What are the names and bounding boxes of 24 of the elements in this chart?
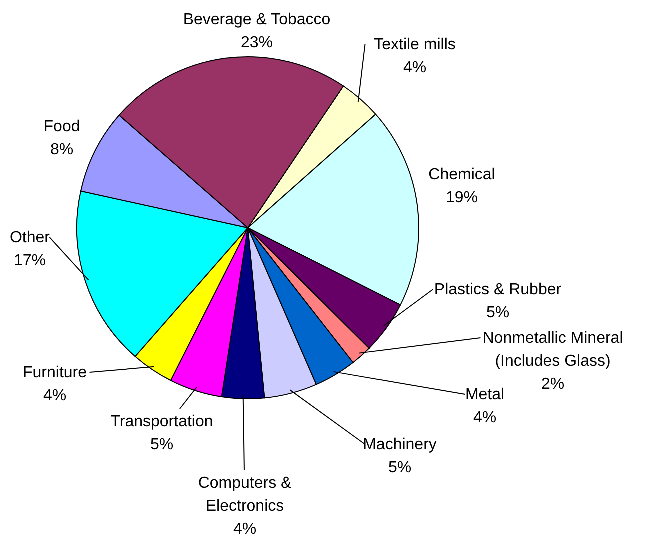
slice-label: Machinery — [363, 436, 437, 454]
slice-label: Computers & Electronics — [198, 475, 292, 515]
data-label: 5% — [388, 460, 412, 476]
data-label: 2% — [541, 376, 565, 393]
data-label: 19% — [446, 190, 478, 206]
data-label: 5% — [486, 304, 510, 322]
slice-label: Textile mills — [374, 36, 456, 54]
data-label: 17% — [14, 252, 46, 270]
data-label: 4% — [403, 60, 427, 76]
data-label: 8% — [50, 142, 74, 158]
slice-label: Chemical — [428, 166, 496, 184]
data-label: 4% — [473, 410, 497, 426]
slice-label: Plastics & Rubber — [434, 282, 562, 298]
data-label: 23% — [240, 34, 274, 52]
slice-label: Metal — [465, 386, 505, 404]
slice-label: Transportation — [110, 414, 214, 430]
slice-label: Beverage & Tobacco — [183, 12, 331, 28]
slice-label: Other — [10, 230, 51, 246]
data-label: 4% — [43, 388, 67, 404]
slice-label: Furniture — [22, 364, 88, 382]
slice-label: Nonmetallic Mineral (Includes Glass) — [482, 330, 624, 370]
data-label: 5% — [150, 436, 174, 454]
data-label: 4% — [233, 521, 257, 538]
slice-label: Food — [44, 118, 80, 136]
